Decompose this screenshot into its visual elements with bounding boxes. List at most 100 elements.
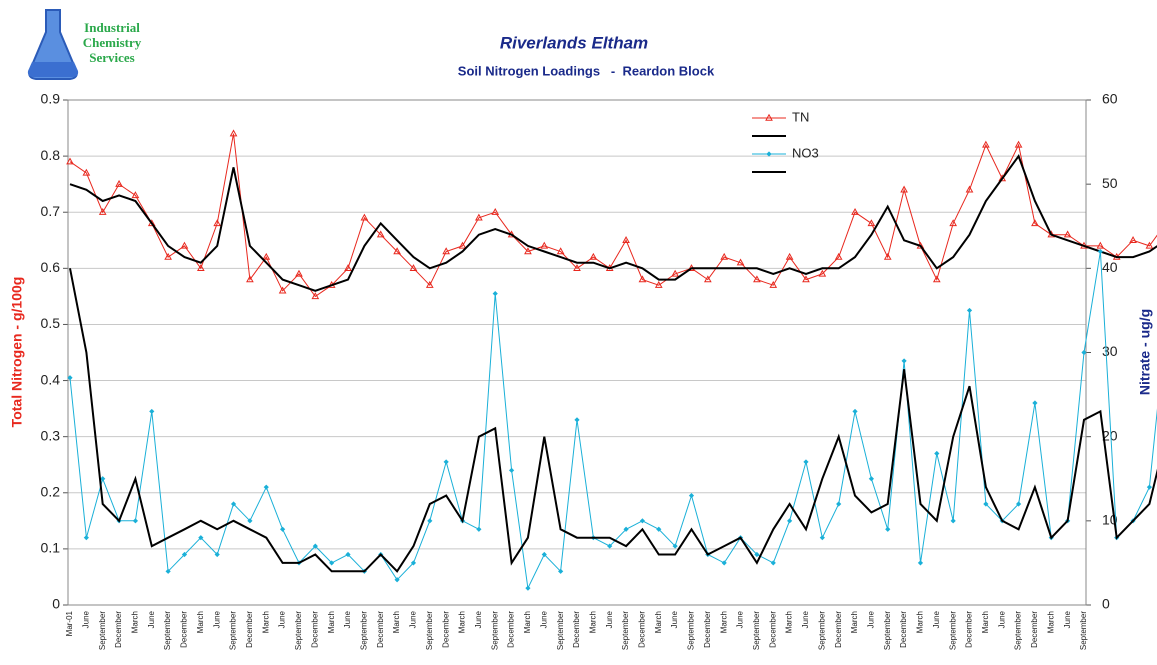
x-tick-label: September [1079,611,1088,650]
x-tick-label: December [245,611,254,648]
data-point [475,213,483,221]
data-point [115,179,123,187]
data-point [66,157,74,165]
logo-text: Industrial [84,20,140,35]
data-point [1081,349,1087,356]
x-tick-label: December [441,611,450,648]
x-tick-label: September [556,611,565,650]
data-point [623,526,629,532]
data-point [819,535,825,541]
data-point [639,518,646,524]
data-point [312,543,318,549]
data-point [295,269,303,277]
data-point [852,408,858,415]
logo-text: Services [89,50,134,65]
data-point [149,408,155,415]
x-tick-label: December [965,611,974,648]
data-point [787,518,793,524]
data-point [638,275,647,283]
y-tick-label: 0.8 [41,147,61,163]
x-tick-label: September [98,611,107,650]
series-line [69,153,1157,292]
data-point [1015,501,1022,507]
data-point [949,219,958,227]
x-tick-label: December [899,611,908,648]
x-tick-label: June [147,610,156,628]
x-tick-label: December [768,611,777,648]
x-tick-label: March [131,611,140,633]
data-point [1129,236,1137,243]
data-point [851,207,859,215]
logo-liquid [27,62,79,77]
x-tick-label: March [588,611,597,633]
y-axis-label: Total Nitrogen - g/100g [9,277,25,428]
x-tick-label: June [932,610,941,628]
data-point [82,168,91,176]
x-tick-label: March [916,611,925,633]
data-point [770,560,776,566]
data-point [1145,241,1154,249]
data-point [672,543,678,549]
x-tick-label: March [196,611,205,633]
data-point [540,241,549,249]
x-tick-label: March [654,611,663,633]
x-tick-label: September [948,611,957,650]
data-point [376,230,385,238]
data-point [900,185,908,193]
data-point [541,551,547,558]
data-point [278,286,287,294]
data-point [213,219,222,227]
x-tick-label: September [621,611,630,650]
logo: Industrial Chemistry Services [27,9,142,80]
data-point [836,501,842,507]
data-point [573,264,581,272]
data-point [818,269,827,277]
data-point [754,551,760,558]
data-point [656,526,662,532]
x-tick-label: June [605,610,614,628]
x-tick-label: September [1014,611,1023,650]
x-tick-label: March [1046,611,1055,633]
data-point [230,501,237,507]
x-tick-label: December [114,611,123,648]
x-tick-label: September [294,611,303,650]
data-point [427,518,433,524]
data-point [932,275,941,283]
y-tick-label: 0.6 [41,259,61,275]
y-tick-label: 0.7 [41,203,61,219]
data-point [558,568,564,574]
y2-tick-label: 50 [1102,175,1118,191]
data-point [1146,484,1153,490]
data-point [721,560,727,566]
y-tick-label: 0.1 [41,540,61,556]
data-point [83,535,89,541]
data-point [409,264,418,272]
legend-label: NO3 [792,145,819,160]
data-point [917,560,924,566]
x-tick-label: Mar-01 [65,610,74,636]
data-point [525,585,531,591]
x-tick-label: March [261,611,270,633]
data-point [98,207,107,215]
x-tick-label: September [359,611,368,650]
data-point [785,252,794,260]
data-point [574,417,580,423]
data-point [1097,248,1103,255]
data-point [198,535,204,541]
data-point [607,543,613,549]
data-point [885,526,891,532]
plot-frame [67,99,1087,606]
data-point [164,252,172,260]
data-point [868,476,874,482]
data-point [508,467,515,473]
data-point [736,258,745,266]
data-point [311,292,320,300]
x-tick-label: June [801,610,810,628]
y-tick-label: 0.3 [41,427,61,443]
x-tick-label: June [997,610,1006,628]
data-point [442,247,451,255]
y-tick-label: 0.4 [41,371,61,387]
data-point [589,252,598,260]
